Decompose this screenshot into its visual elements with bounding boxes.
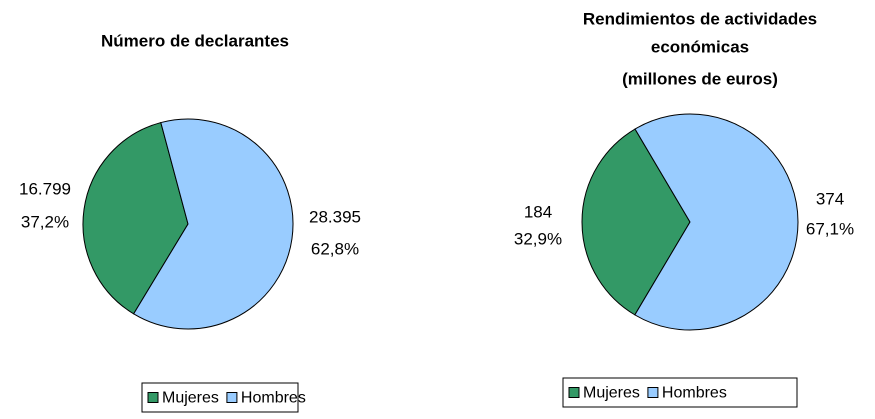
legend-box (141, 382, 299, 413)
legend-label: Mujeres (583, 385, 640, 402)
legend-swatch (147, 392, 159, 403)
legend-swatch (647, 387, 659, 398)
legend-swatch (226, 392, 238, 403)
legend: Mujeres Hombres (562, 377, 798, 408)
legend-label: Hombres (662, 385, 727, 402)
chart-title: Rendimientos de actividades (583, 9, 817, 28)
percentage-label: 62,8% (311, 239, 359, 258)
value-label: 28.395 (309, 207, 361, 226)
legend-label: Hombres (241, 390, 306, 407)
value-label: 16.799 (19, 179, 71, 198)
pie-slice (132, 118, 294, 330)
pie-slice (634, 113, 799, 331)
legend-swatch (568, 387, 580, 398)
percentage-label: 32,9% (514, 229, 562, 248)
value-label: 184 (524, 202, 552, 221)
legend: Mujeres Hombres (141, 382, 306, 413)
legend-box (562, 377, 798, 408)
percentage-label: 37,2% (21, 212, 69, 231)
chart-title: Número de declarantes (101, 31, 289, 50)
chart-title: económicas (651, 37, 749, 56)
value-label: 374 (816, 189, 844, 208)
pie-slice (82, 121, 189, 315)
legend-label: Mujeres (162, 390, 219, 407)
pie-slice (581, 128, 691, 316)
percentage-label: 67,1% (806, 219, 854, 238)
chart-title: (millones de euros) (622, 69, 778, 88)
